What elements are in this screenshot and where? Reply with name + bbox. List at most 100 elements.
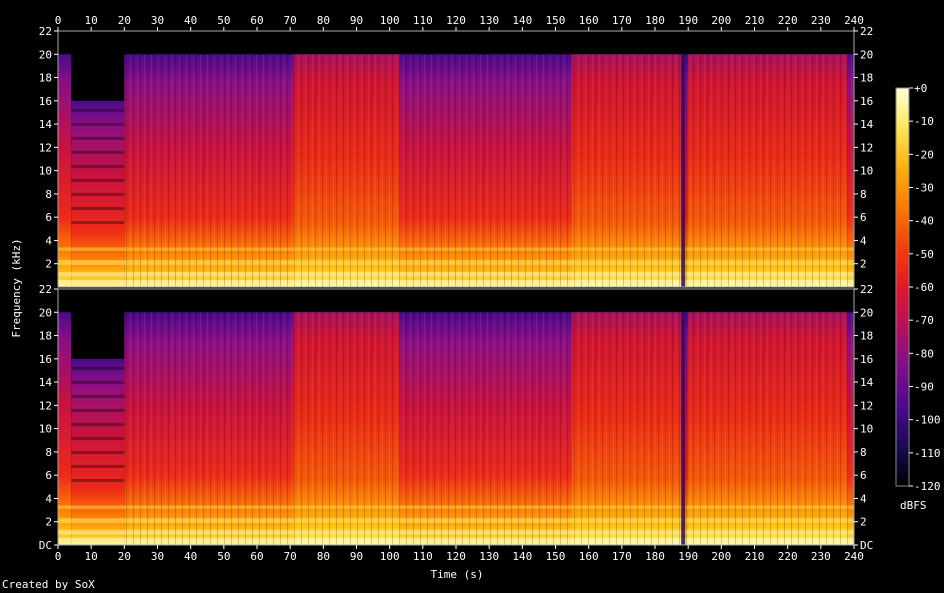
y-tick-label: 4	[45, 234, 52, 247]
band-limited-segment	[71, 358, 125, 545]
x-tick-label: 50	[217, 14, 230, 27]
y-tick-label: DC	[39, 539, 52, 552]
x-tick-label: 180	[645, 14, 665, 27]
y-tick-label: 16	[39, 353, 52, 366]
y-tick-label: 2	[860, 258, 867, 271]
colorbar-tick-label: +0	[914, 82, 927, 95]
x-tick-label: 150	[546, 550, 566, 563]
x-tick-label: 220	[778, 550, 798, 563]
tone-band	[71, 164, 125, 168]
x-tick-label: 0	[55, 550, 62, 563]
x-tick-label: 0	[55, 14, 62, 27]
tone-band	[71, 206, 125, 210]
tone-band	[71, 366, 125, 370]
y-tick-label: 2	[45, 516, 52, 529]
y-tick-label: 4	[45, 492, 52, 505]
texture	[124, 312, 855, 545]
x-tick-label: 20	[118, 14, 131, 27]
credit-text: Created by SoX	[2, 578, 95, 591]
x-tick-label: 220	[778, 14, 798, 27]
x-tick-label: 200	[711, 14, 731, 27]
y-tick-label: 8	[45, 446, 52, 459]
x-axis-bottom: 0 10 20 30 40 50 60 70 80 90 100 110 120 130 140 150 160…	[55, 545, 864, 563]
x-tick-label: 80	[317, 14, 330, 27]
y-tick-label: 12	[39, 141, 52, 154]
colorbar-tick-label: -20	[914, 148, 934, 161]
y-tick-label: 12	[860, 399, 873, 412]
x-tick-label: 120	[446, 550, 466, 563]
y-tick-label: 14	[860, 376, 874, 389]
x-tick-label: 40	[184, 14, 197, 27]
x-tick-label: 240	[844, 14, 864, 27]
x-tick-label: 100	[380, 550, 400, 563]
x-tick-label: 200	[711, 550, 731, 563]
tone-band	[71, 178, 125, 182]
colorbar-gradient	[895, 87, 910, 487]
plot-frame	[57, 30, 855, 288]
x-tick-label: 90	[350, 550, 363, 563]
pause-marker	[681, 312, 686, 545]
x-axis-top: 0 10 20 30 40 50 60 70 80 90 100 110 120 130 140 150 160…	[55, 14, 864, 31]
y-tick-label: 22	[39, 283, 52, 296]
x-tick-label: 170	[612, 550, 632, 563]
y-tick-label: 2	[860, 516, 867, 529]
x-tick-label: 160	[579, 550, 599, 563]
y-tick-label: 16	[39, 95, 52, 108]
tone-band	[71, 464, 125, 468]
y-tick-label: 14	[860, 118, 874, 131]
tone-band	[71, 108, 125, 112]
colorbar-tick-label: -70	[914, 314, 934, 327]
colorbar: +0 -10 -20 -30 -40 -50 -60 -70 -80 -90 -100 -110 -12…	[895, 82, 941, 493]
y-tick-label: 18	[860, 72, 873, 85]
x-tick-label: 130	[479, 550, 499, 563]
tone-band	[71, 122, 125, 126]
x-tick-label: 30	[151, 14, 164, 27]
y-tick-label: 8	[860, 188, 867, 201]
x-tick-label: 190	[678, 550, 698, 563]
colorbar-tick-label: -60	[914, 281, 934, 294]
x-tick-label: 40	[184, 550, 197, 563]
tone-band	[71, 422, 125, 426]
colorbar-tick-label: -100	[914, 414, 941, 427]
x-tick-label: 60	[250, 14, 263, 27]
tone-band	[71, 394, 125, 398]
colorbar-tick-label: -10	[914, 115, 934, 128]
x-tick-label: 110	[413, 14, 433, 27]
x-tick-label: 30	[151, 550, 164, 563]
x-tick-label: 170	[612, 14, 632, 27]
x-tick-label: 60	[250, 550, 263, 563]
colorbar-tick-label: -50	[914, 248, 934, 261]
y-tick-label: 10	[39, 423, 52, 436]
x-tick-label: 70	[284, 550, 297, 563]
y-tick-label: 10	[860, 423, 873, 436]
y-tick-label: 6	[45, 469, 52, 482]
x-tick-label: 10	[85, 14, 98, 27]
y-tick-label: 10	[860, 165, 873, 178]
tone-band	[71, 450, 125, 454]
y-tick-label: 8	[45, 188, 52, 201]
colorbar-tick-label: -40	[914, 215, 934, 228]
x-tick-label: 100	[380, 14, 400, 27]
y-tick-label: 20	[39, 306, 52, 319]
x-tick-label: 90	[350, 14, 363, 27]
x-tick-label: 210	[745, 14, 765, 27]
x-tick-label: 230	[811, 14, 831, 27]
x-tick-label: 230	[811, 550, 831, 563]
tone-band	[71, 136, 125, 140]
tone-band	[71, 380, 125, 384]
x-tick-label: 120	[446, 14, 466, 27]
pause-marker	[681, 54, 686, 287]
y-tick-label: 16	[860, 353, 873, 366]
x-tick-label: 50	[217, 550, 230, 563]
y-tick-label: 18	[39, 330, 52, 343]
x-tick-label: 140	[512, 550, 532, 563]
y-tick-label: 22	[39, 25, 52, 38]
y-tick-label: 20	[860, 306, 873, 319]
y-tick-label: 20	[860, 48, 873, 61]
x-tick-label: 10	[85, 550, 98, 563]
y-tick-label: 14	[39, 118, 53, 131]
colorbar-tick-label: -80	[914, 347, 934, 360]
x-axis-label: Time (s)	[431, 568, 484, 581]
y-tick-label: 6	[45, 211, 52, 224]
